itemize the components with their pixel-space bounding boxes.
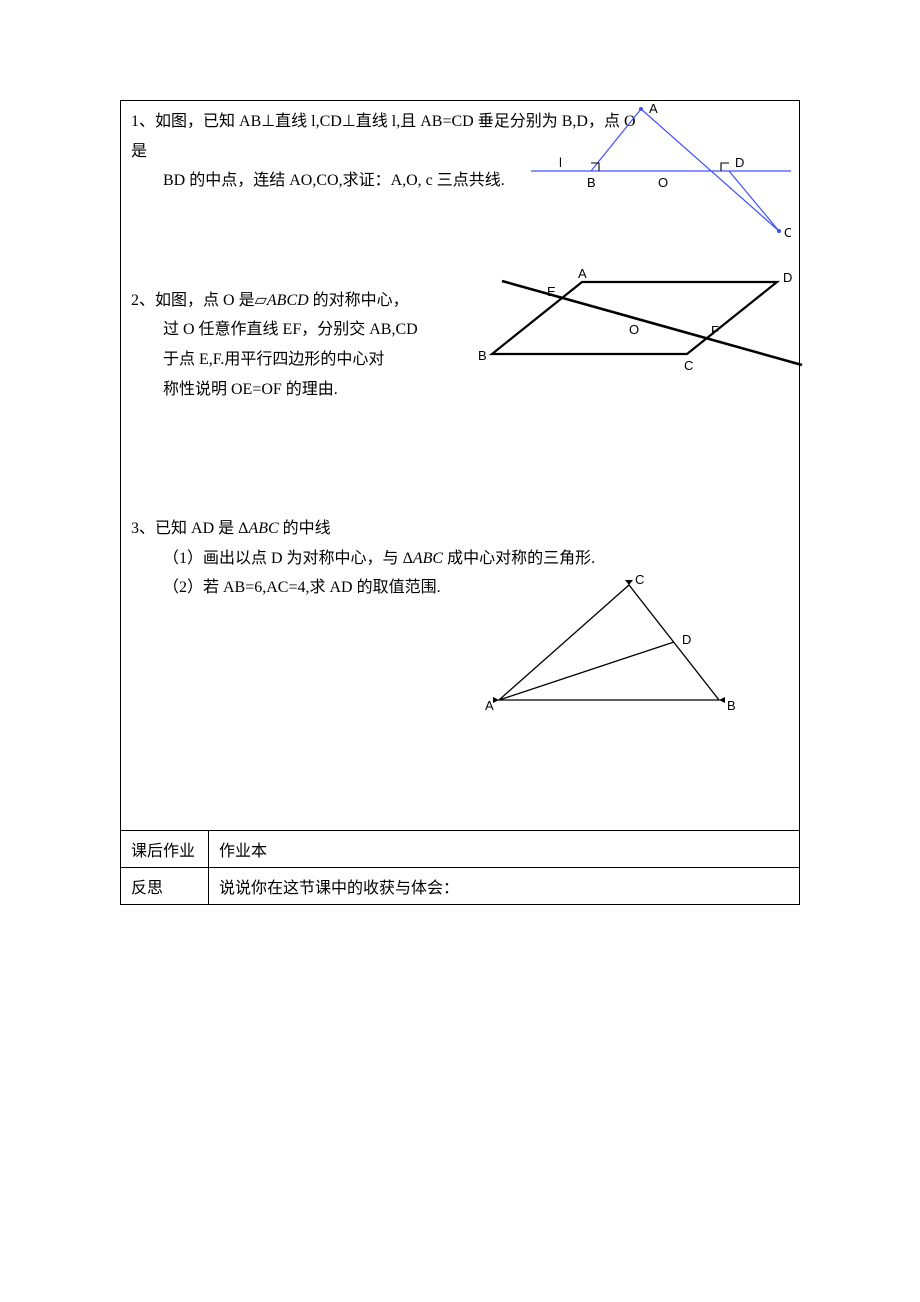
svg-text:E: E <box>547 284 556 299</box>
svg-text:F: F <box>711 323 719 338</box>
p3-s2: （2）若 AB=6,AC=4,求 AD 的取值范围. <box>131 579 441 596</box>
svg-text:C: C <box>684 358 693 373</box>
svg-text:B: B <box>478 348 487 363</box>
svg-text:O: O <box>658 175 668 190</box>
svg-text:O: O <box>629 322 639 337</box>
p2-abcd: ABCD <box>267 292 309 309</box>
p2-l1b: 的对称中心， <box>309 292 409 309</box>
problem-3: 3、已知 AD 是 ΔABC 的中线 （1）画出以点 D 为对称中心，与 ΔAB… <box>131 514 789 603</box>
problem-1: 1、如图，已知 AB⊥直线 l,CD⊥直线 l,且 AB=CD 垂足分别为 B,… <box>131 107 789 196</box>
p3-s1b: 成中心对称的三角形. <box>443 550 595 567</box>
svg-text:D: D <box>735 155 744 170</box>
svg-text:C: C <box>784 225 791 240</box>
p3-num: 3、 <box>131 520 155 537</box>
p2-l3: 于点 E,F.用平行四边形的中心对 <box>131 351 384 368</box>
p2-l4: 称性说明 OE=OF 的理由. <box>131 381 338 398</box>
footer-row-2: 反思 说说你在这节课中的收获与体会： <box>121 868 800 905</box>
svg-text:D: D <box>783 270 792 285</box>
p3-abc1: ABC <box>248 520 278 537</box>
p1-num: 1、 <box>131 113 155 130</box>
svg-text:A: A <box>578 266 587 281</box>
p2-l2: 过 O 任意作直线 EF，分别交 AB,CD <box>131 321 418 338</box>
p3-l1b: 的中线 <box>279 520 331 537</box>
svg-text:B: B <box>587 175 596 190</box>
problem-2-text: 2、如图，点 O 是▱ABCD 的对称中心， 过 O 任意作直线 EF，分别交 … <box>131 286 451 404</box>
footer-r2-value: 说说你在这节课中的收获与体会： <box>209 868 800 905</box>
p3-d1: Δ <box>238 520 248 537</box>
p2-l1a: 如图，点 O 是 <box>155 292 255 309</box>
svg-text:B: B <box>727 698 736 713</box>
p3-abc2: ABC <box>413 550 443 567</box>
worksheet-table: 1、如图，已知 AB⊥直线 l,CD⊥直线 l,且 AB=CD 垂足分别为 B,… <box>120 100 800 905</box>
problem-2: 2、如图，点 O 是▱ABCD 的对称中心， 过 O 任意作直线 EF，分别交 … <box>131 286 789 404</box>
p2-num: 2、 <box>131 292 155 309</box>
footer-r1-label: 课后作业 <box>121 831 209 868</box>
p3-s1a: （1）画出以点 D 为对称中心，与 <box>131 550 403 567</box>
svg-text:l: l <box>559 155 562 170</box>
diagram-3: A B C D <box>479 570 739 720</box>
svg-text:D: D <box>682 632 691 647</box>
svg-text:A: A <box>485 698 494 713</box>
footer-r1-value: 作业本 <box>209 831 800 868</box>
svg-text:C: C <box>635 572 644 587</box>
diagram-2: A D B C E F O <box>477 262 807 392</box>
footer-r2-label: 反思 <box>121 868 209 905</box>
p3-d2: Δ <box>403 550 413 567</box>
problems-cell: 1、如图，已知 AB⊥直线 l,CD⊥直线 l,且 AB=CD 垂足分别为 B,… <box>121 101 800 831</box>
p3-l1a: 已知 AD 是 <box>155 520 238 537</box>
svg-text:A: A <box>649 101 658 116</box>
p1-line2: BD 的中点，连结 AO,CO,求证：A,O, c 三点共线. <box>131 172 505 189</box>
diagram-1: A B O D C l <box>531 101 791 246</box>
footer-row-1: 课后作业 作业本 <box>121 831 800 868</box>
